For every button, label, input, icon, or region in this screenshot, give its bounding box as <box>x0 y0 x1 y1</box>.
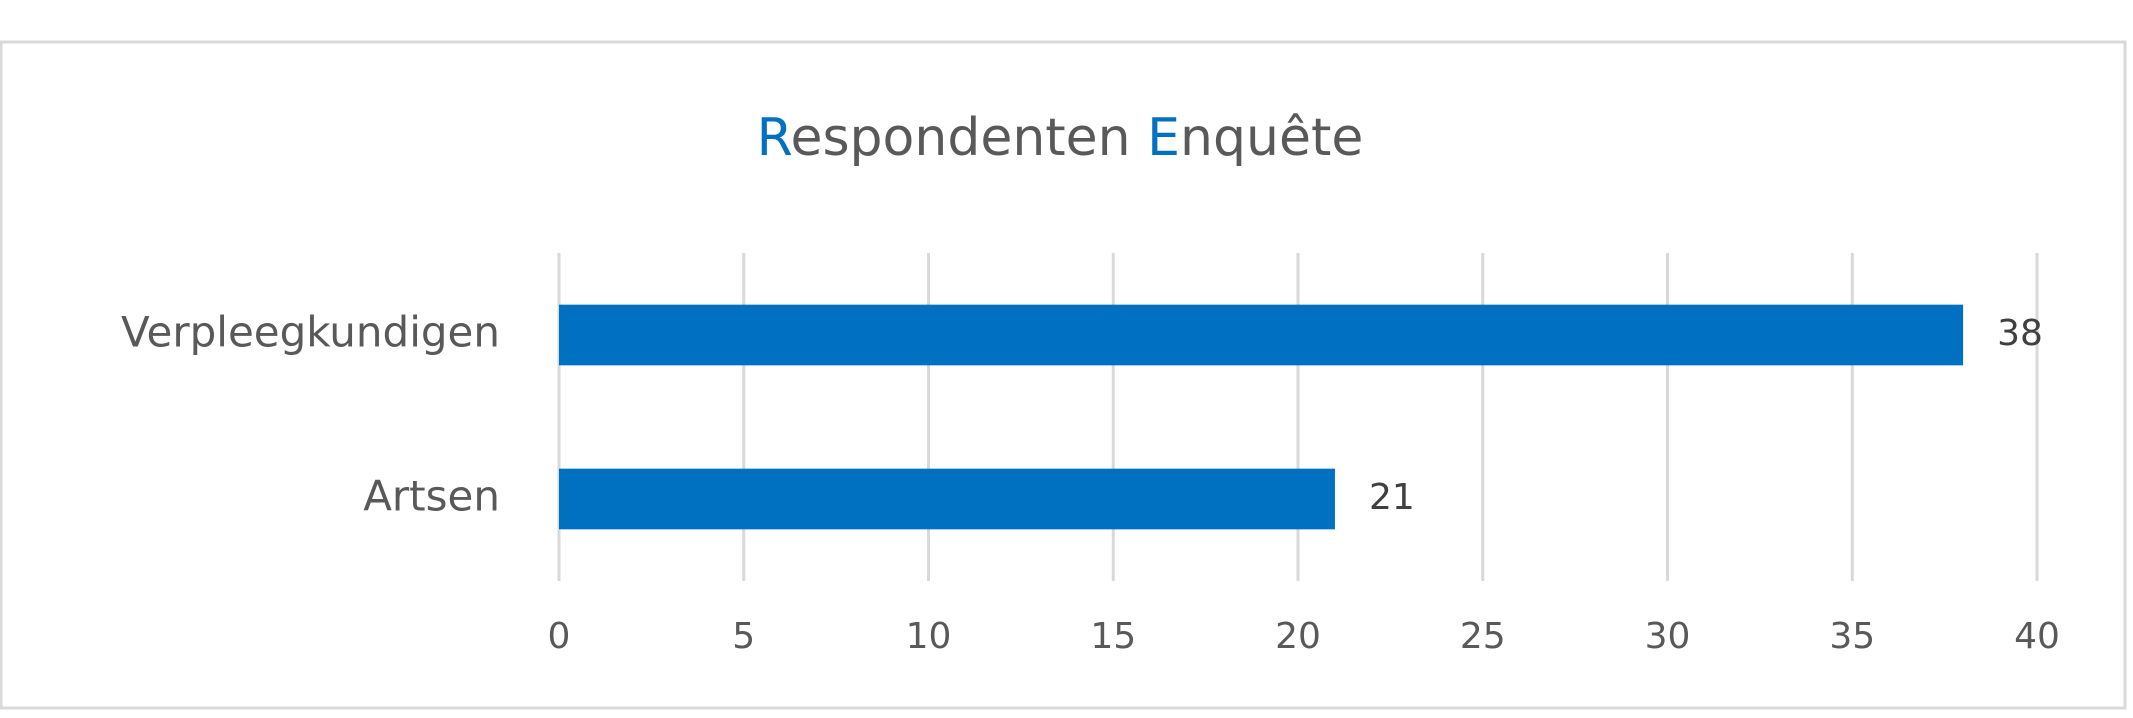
x-tick-label: 15 <box>1090 616 1136 657</box>
x-tick-label: 40 <box>2014 616 2060 657</box>
x-tick-label: 5 <box>732 616 755 657</box>
chart-title: Respondenten Enquête <box>757 108 1364 168</box>
x-tick-label: 35 <box>1829 616 1875 657</box>
data-label: 21 <box>1369 477 1415 518</box>
bar <box>559 468 1335 530</box>
x-tick-label: 10 <box>906 616 952 657</box>
x-tick-label: 0 <box>548 616 571 657</box>
y-tick-label: Artsen <box>363 472 500 521</box>
x-tick-label: 30 <box>1645 616 1691 657</box>
y-tick-label: Verpleegkundigen <box>121 308 500 357</box>
bar <box>559 304 1964 366</box>
x-tick-label: 20 <box>1275 616 1321 657</box>
x-tick-label: 25 <box>1460 616 1506 657</box>
chart-border <box>0 40 2127 710</box>
data-label: 38 <box>1997 313 2043 354</box>
